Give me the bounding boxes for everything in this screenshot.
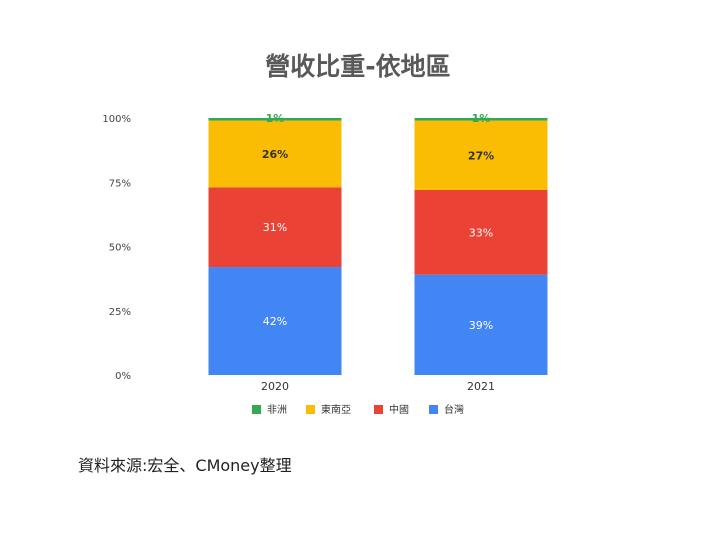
legend: 非洲 東南亞 中國 台灣 — [252, 403, 464, 416]
y-axis-ticks: 0% 25% 50% 75% 100% — [102, 114, 131, 382]
data-label: 39% — [469, 319, 493, 332]
bar-segment — [208, 118, 342, 121]
bars: 42% 31% 26% 1% 39% 33% 27% 1% — [208, 112, 548, 375]
y-tick-label: 100% — [102, 114, 131, 125]
bar-segment — [208, 187, 342, 268]
chart-title: 營收比重-依地區 — [265, 52, 450, 81]
bar-segment — [414, 120, 548, 190]
data-label: 1% — [472, 112, 491, 125]
legend-swatch — [306, 405, 315, 414]
y-tick-label: 0% — [115, 371, 131, 382]
data-label: 42% — [263, 315, 287, 328]
x-axis-ticks: 2020 2021 — [261, 380, 495, 393]
legend-swatch — [252, 405, 261, 414]
legend-label: 非洲 — [267, 404, 287, 416]
y-tick-label: 25% — [109, 307, 131, 318]
data-label: 33% — [469, 226, 493, 239]
data-label: 26% — [262, 148, 288, 161]
data-label: 27% — [468, 149, 494, 162]
data-label: 31% — [263, 221, 287, 234]
data-label: 1% — [266, 112, 285, 125]
y-tick-label: 50% — [109, 243, 131, 254]
legend-swatch — [374, 405, 383, 414]
bar-segment — [208, 120, 342, 188]
bar-segment — [208, 267, 342, 375]
x-tick-label: 2021 — [467, 380, 495, 393]
bar-segment — [414, 118, 548, 121]
legend-label: 中國 — [389, 403, 409, 416]
x-tick-label: 2020 — [261, 380, 289, 393]
legend-swatch — [429, 405, 438, 414]
source-note: 資料來源:宏全、CMoney整理 — [78, 456, 292, 475]
legend-label: 東南亞 — [321, 403, 351, 416]
y-tick-label: 75% — [109, 178, 131, 189]
legend-label: 台灣 — [444, 403, 464, 416]
bar-segment — [414, 274, 548, 375]
bar-segment — [414, 189, 548, 275]
